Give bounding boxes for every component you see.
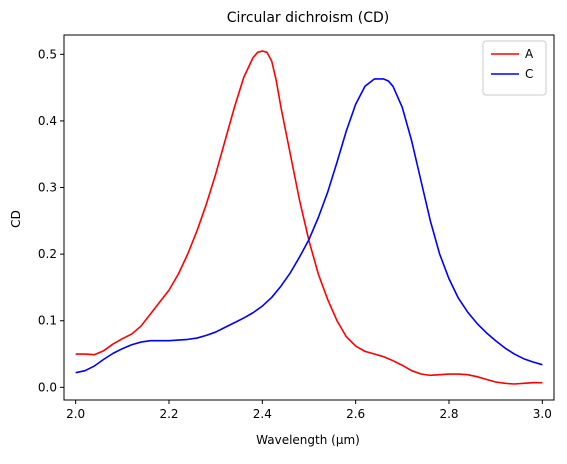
chart-title: Circular dichroism (CD) (227, 10, 389, 26)
legend-label-A: A (525, 47, 534, 61)
y-tick-label: 0.4 (38, 114, 57, 128)
x-tick-label: 2.8 (439, 407, 458, 421)
legend: AC (482, 40, 547, 96)
y-tick-label: 0.3 (38, 181, 57, 195)
plot-frame (63, 34, 555, 401)
y-axis-title: CD (9, 210, 23, 228)
series-line-C (75, 78, 543, 374)
legend-box (482, 40, 547, 96)
axes-layer: 2.0 2.2 2.4 2.6 2.8 3.0 0.0 0.1 0.2 0.3 0.4 0.5 (38, 34, 555, 421)
x-tick-label: 2.0 (66, 407, 85, 421)
y-tick-label: 0.5 (38, 47, 57, 61)
x-tick-label: 2.2 (159, 407, 178, 421)
series-line-A (75, 50, 543, 385)
legend-label-C: C (525, 67, 533, 81)
x-tick-label: 3.0 (533, 407, 552, 421)
y-tick-label: 0.1 (38, 314, 57, 328)
series-layer (75, 50, 543, 385)
x-axis-title: Wavelength (μm) (256, 433, 360, 447)
x-tick-label: 2.4 (253, 407, 272, 421)
y-tick-label: 0.2 (38, 247, 57, 261)
x-tick-label: 2.6 (346, 407, 365, 421)
y-tick-label: 0.0 (38, 380, 57, 394)
